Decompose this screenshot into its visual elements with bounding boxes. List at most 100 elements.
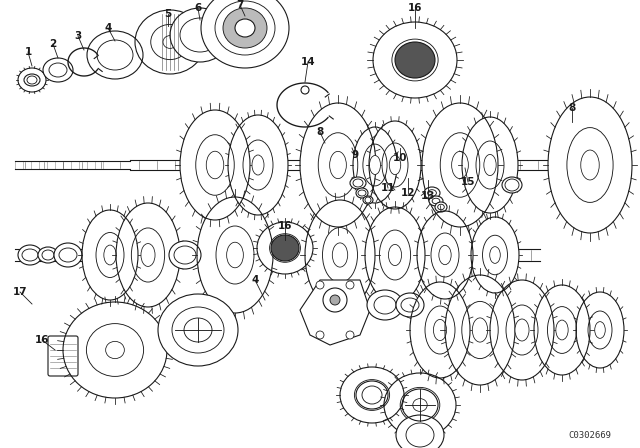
Ellipse shape — [424, 187, 440, 199]
Polygon shape — [415, 324, 620, 336]
Ellipse shape — [356, 381, 388, 409]
Ellipse shape — [595, 322, 605, 338]
Ellipse shape — [257, 222, 313, 274]
Ellipse shape — [330, 151, 346, 179]
Ellipse shape — [515, 319, 529, 341]
Ellipse shape — [369, 155, 381, 175]
Ellipse shape — [365, 389, 378, 401]
Ellipse shape — [252, 155, 264, 175]
Circle shape — [301, 86, 309, 94]
Ellipse shape — [356, 188, 368, 198]
Circle shape — [316, 331, 324, 339]
Ellipse shape — [180, 110, 250, 220]
Ellipse shape — [43, 58, 73, 82]
Ellipse shape — [363, 196, 373, 204]
Polygon shape — [15, 161, 130, 169]
Ellipse shape — [24, 74, 40, 86]
Text: 11: 11 — [381, 183, 396, 193]
Text: 3: 3 — [74, 31, 82, 41]
Ellipse shape — [116, 203, 180, 307]
Ellipse shape — [452, 151, 468, 179]
Ellipse shape — [472, 318, 488, 342]
Text: 16: 16 — [35, 335, 49, 345]
Ellipse shape — [388, 245, 402, 266]
Text: 6: 6 — [195, 3, 202, 13]
Ellipse shape — [365, 207, 425, 303]
Text: 8: 8 — [568, 103, 575, 113]
Text: 4: 4 — [104, 23, 112, 33]
Ellipse shape — [350, 177, 366, 189]
Ellipse shape — [471, 217, 519, 293]
Ellipse shape — [580, 150, 599, 180]
Ellipse shape — [396, 415, 444, 448]
Ellipse shape — [163, 35, 177, 48]
Ellipse shape — [280, 243, 291, 253]
Text: 8: 8 — [316, 127, 324, 137]
Text: 5: 5 — [164, 9, 172, 19]
Text: 17: 17 — [13, 287, 28, 297]
Text: 12: 12 — [401, 188, 415, 198]
Ellipse shape — [445, 275, 515, 385]
Ellipse shape — [439, 246, 451, 265]
Ellipse shape — [484, 155, 496, 176]
Ellipse shape — [462, 117, 518, 213]
Ellipse shape — [433, 319, 447, 340]
Ellipse shape — [373, 22, 457, 98]
Ellipse shape — [305, 200, 375, 310]
Ellipse shape — [82, 210, 138, 300]
Ellipse shape — [367, 290, 403, 320]
Polygon shape — [15, 249, 540, 261]
Text: 14: 14 — [301, 57, 316, 67]
Ellipse shape — [556, 320, 568, 340]
Ellipse shape — [106, 341, 124, 359]
Ellipse shape — [429, 196, 443, 206]
Ellipse shape — [502, 177, 522, 193]
Ellipse shape — [413, 399, 428, 411]
Ellipse shape — [38, 247, 58, 263]
Ellipse shape — [300, 103, 376, 227]
Ellipse shape — [271, 235, 299, 261]
Ellipse shape — [490, 247, 500, 263]
Ellipse shape — [490, 280, 554, 380]
Circle shape — [346, 331, 354, 339]
Ellipse shape — [534, 285, 590, 375]
Ellipse shape — [18, 245, 42, 265]
Ellipse shape — [63, 302, 167, 398]
Circle shape — [330, 295, 340, 305]
Text: 9: 9 — [351, 150, 358, 160]
Ellipse shape — [227, 242, 243, 268]
Ellipse shape — [435, 202, 447, 212]
Ellipse shape — [384, 373, 456, 437]
Ellipse shape — [353, 127, 397, 203]
Ellipse shape — [54, 243, 82, 267]
Text: 16: 16 — [278, 221, 292, 231]
Ellipse shape — [158, 294, 238, 366]
Ellipse shape — [197, 197, 273, 313]
Ellipse shape — [389, 155, 401, 175]
Ellipse shape — [135, 10, 205, 74]
Text: 4: 4 — [252, 275, 259, 285]
Ellipse shape — [395, 42, 435, 78]
Ellipse shape — [223, 8, 267, 48]
Text: 15: 15 — [461, 177, 476, 187]
Ellipse shape — [228, 115, 288, 215]
Ellipse shape — [169, 241, 201, 269]
Text: 2: 2 — [49, 39, 56, 49]
Ellipse shape — [87, 31, 143, 79]
Ellipse shape — [548, 97, 632, 233]
Ellipse shape — [170, 8, 230, 62]
Ellipse shape — [235, 19, 255, 37]
Ellipse shape — [410, 282, 470, 378]
Circle shape — [316, 281, 324, 289]
Ellipse shape — [332, 243, 348, 267]
Ellipse shape — [396, 293, 424, 317]
Ellipse shape — [206, 151, 224, 179]
Ellipse shape — [201, 0, 289, 68]
Text: 16: 16 — [408, 3, 422, 13]
Ellipse shape — [422, 103, 498, 227]
Text: 10: 10 — [393, 153, 407, 163]
Circle shape — [323, 288, 347, 312]
Ellipse shape — [576, 292, 624, 368]
Ellipse shape — [417, 211, 473, 299]
FancyBboxPatch shape — [48, 336, 78, 376]
